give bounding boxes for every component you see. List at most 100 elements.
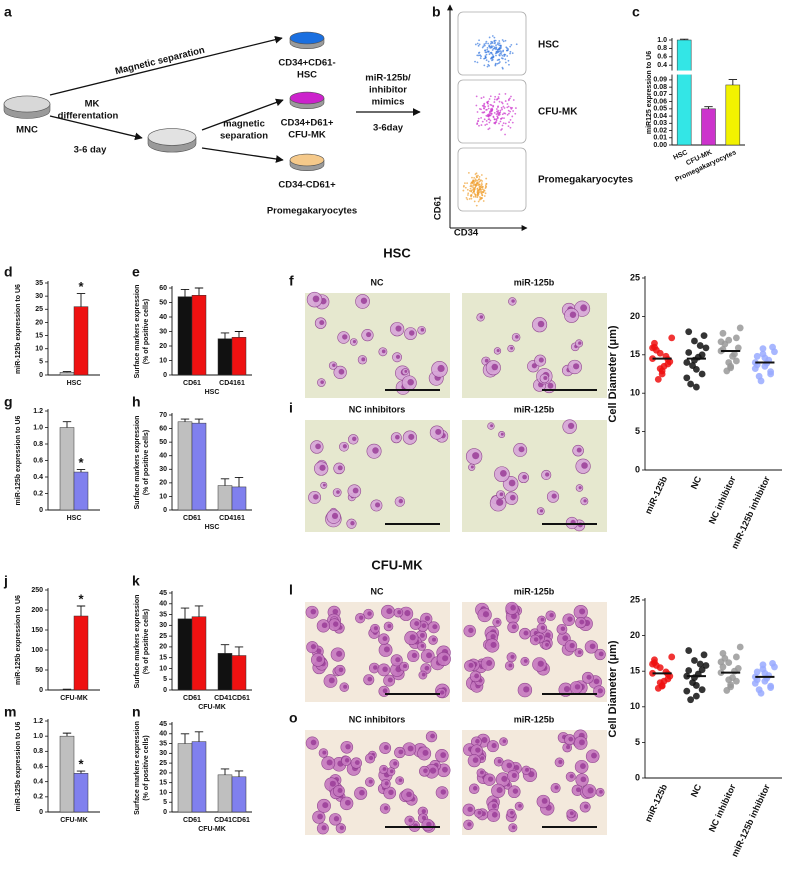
cell-nucleus — [432, 638, 436, 642]
cell-nucleus — [501, 433, 504, 436]
flow-dot — [475, 196, 477, 198]
bar — [218, 339, 232, 375]
cell-nucleus — [567, 616, 572, 621]
cell-nucleus — [580, 776, 586, 782]
y-tick-label: 15 — [35, 332, 43, 339]
flow-dot — [478, 201, 480, 203]
cell-nucleus — [375, 502, 380, 507]
cell-nucleus — [468, 628, 473, 633]
y-tick-label: 10 — [159, 357, 167, 364]
flow-dot — [507, 114, 509, 116]
arrow — [202, 148, 283, 160]
cell-nucleus — [345, 800, 351, 806]
data-point — [659, 371, 666, 378]
cell-nucleus — [361, 298, 367, 304]
cell-nucleus — [513, 788, 518, 793]
flow-dot — [481, 193, 483, 195]
flow-dot — [502, 51, 504, 53]
cell-nucleus — [492, 804, 497, 809]
cell-nucleus — [340, 826, 344, 830]
cell-nucleus — [422, 673, 426, 677]
data-point — [691, 338, 698, 345]
y-tick-label: 0 — [635, 464, 640, 474]
cell-nucleus — [566, 745, 570, 749]
y-tick-label: 15 — [630, 666, 640, 676]
flow-dot — [489, 37, 491, 39]
y-tick-label: 25 — [159, 760, 167, 767]
y-axis-label: miR-125b expression to U6 — [15, 721, 22, 811]
diagram-label: Magnetic separation — [114, 45, 206, 78]
flow-dot — [487, 66, 489, 68]
flow-dot — [487, 115, 489, 117]
flow-dot — [506, 106, 508, 108]
cell-nucleus — [367, 677, 372, 682]
cell-nucleus — [483, 611, 489, 617]
flow-dot — [483, 200, 485, 202]
cell-nucleus — [406, 792, 412, 798]
panel-letter: d — [4, 264, 13, 280]
y-tick-label: 15 — [630, 349, 640, 359]
flow-dot — [465, 187, 467, 189]
y-axis-label: Surface markers expression — [134, 721, 141, 815]
flow-dot — [500, 110, 502, 112]
significance: * — [78, 279, 84, 294]
flow-dot — [481, 194, 483, 196]
cell-nucleus — [336, 651, 342, 657]
cell-nucleus — [509, 480, 516, 487]
cell-nucleus — [584, 804, 589, 809]
cell-nucleus — [564, 686, 570, 692]
flow-dot — [481, 197, 483, 199]
diagram-label: differentation — [58, 111, 119, 122]
flow-dot — [504, 107, 506, 109]
arrow — [50, 38, 282, 95]
cell-nucleus — [488, 776, 493, 781]
cell-nucleus — [579, 486, 582, 489]
panel-letter: h — [132, 394, 141, 410]
cell-nucleus — [422, 623, 427, 628]
y-tick-label: 0 — [39, 809, 43, 816]
cell-nucleus — [338, 788, 343, 793]
error-bar — [221, 769, 229, 775]
cell-nucleus — [432, 624, 437, 629]
cell-nucleus — [541, 626, 545, 630]
flow-dot — [480, 108, 482, 110]
bar — [232, 656, 246, 690]
diagram-label: MNC — [16, 125, 38, 136]
image-title: miR-125b — [514, 277, 555, 287]
cell-nucleus — [570, 811, 574, 815]
flow-dot — [486, 120, 488, 122]
cell-nucleus — [573, 363, 579, 369]
flow-dot — [490, 108, 492, 110]
y-tick-label: 10 — [630, 701, 640, 711]
cell-nucleus — [317, 814, 323, 820]
flow-dot — [462, 190, 464, 192]
cell-nucleus — [578, 650, 582, 654]
flow-dot — [479, 176, 481, 178]
flow-dot — [514, 113, 516, 115]
error-bar — [729, 80, 737, 85]
y-tick-label: 1.2 — [33, 718, 43, 725]
axis-break — [668, 71, 745, 75]
flow-dot — [485, 42, 487, 44]
panel-letter: l — [289, 582, 293, 598]
data-point — [668, 335, 675, 342]
flow-dot — [491, 113, 493, 115]
diagram-label: CD34-CD61+ — [278, 180, 336, 191]
y-tick-label: 0.07 — [653, 91, 667, 98]
cell-nucleus — [425, 616, 430, 621]
flow-dot — [500, 121, 502, 123]
error-bar — [704, 107, 712, 109]
cell-nucleus — [568, 737, 573, 742]
data-point — [668, 654, 675, 661]
diagram-label: inhibitor — [369, 85, 407, 96]
cell-nucleus — [384, 646, 390, 652]
y-tick-label: 10 — [35, 346, 43, 353]
image-title: NC — [371, 277, 384, 287]
cell-nucleus — [480, 771, 484, 775]
flow-dot — [498, 50, 500, 52]
flow-dot — [480, 185, 482, 187]
y-axis-label: miR-125b expression to U6 — [15, 595, 22, 685]
y-tick-label: 1.0 — [33, 424, 43, 431]
y-tick-label: 0.06 — [653, 98, 667, 105]
cell-nucleus — [339, 667, 344, 672]
